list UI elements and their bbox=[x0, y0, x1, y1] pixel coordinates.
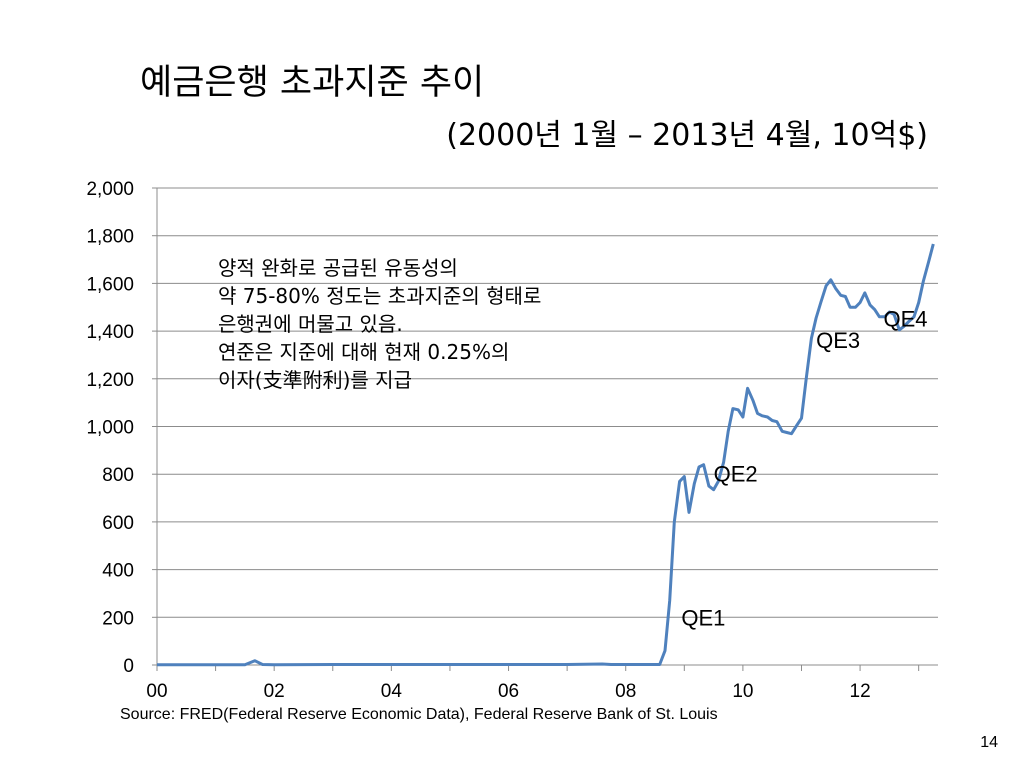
note-line-1: 양적 완화로 공급된 유동성의 bbox=[218, 256, 458, 280]
series-line bbox=[157, 243, 935, 667]
slide-title: 예금은행 초과지준 추이 bbox=[140, 63, 485, 103]
x-tick-label: 12 bbox=[850, 681, 871, 702]
slide-subtitle: (2000년 1월 – 2013년 4월, 10억$) bbox=[446, 118, 928, 153]
y-tick-label: 1,400 bbox=[86, 322, 134, 343]
y-tick-label: 1,000 bbox=[86, 418, 134, 439]
annotation-note: 양적 완화로 공급된 유동성의 약 75-80% 정도는 초과지준의 형태로 은… bbox=[218, 254, 541, 394]
x-tick-label: 06 bbox=[498, 681, 519, 702]
note-line-5: 이자(支準附利)를 지급 bbox=[218, 368, 412, 392]
qe-label: QE2 bbox=[714, 461, 758, 486]
note-line-4: 연준은 지준에 대해 현재 0.25%의 bbox=[218, 340, 510, 364]
y-tick-label: 1,600 bbox=[86, 274, 134, 295]
y-tick-label: 400 bbox=[102, 561, 134, 582]
x-tick-label: 08 bbox=[615, 681, 636, 702]
x-tick-label: 10 bbox=[732, 681, 753, 702]
qe-label: QE3 bbox=[816, 328, 860, 353]
y-tick-label: 600 bbox=[102, 513, 134, 534]
qe-label: QE4 bbox=[884, 306, 928, 331]
note-line-2: 약 75-80% 정도는 초과지준의 형태로 bbox=[218, 284, 542, 308]
y-tick-label: 1,200 bbox=[86, 370, 134, 391]
y-tick-label: 0 bbox=[123, 656, 134, 677]
page-number: 14 bbox=[980, 734, 998, 751]
x-tick-label: 02 bbox=[264, 681, 285, 702]
y-tick-label: 2,000 bbox=[86, 179, 134, 200]
y-tick-label: 200 bbox=[102, 608, 134, 629]
x-tick-label: 04 bbox=[381, 681, 403, 702]
y-tick-label: 1,800 bbox=[86, 227, 134, 248]
qe-label: QE1 bbox=[681, 606, 725, 631]
source-caption: Source: FRED(Federal Reserve Economic Da… bbox=[120, 706, 718, 723]
x-tick-label: 00 bbox=[146, 681, 167, 702]
y-tick-label: 800 bbox=[102, 465, 134, 486]
note-line-3: 은행권에 머물고 있음. bbox=[218, 312, 403, 336]
